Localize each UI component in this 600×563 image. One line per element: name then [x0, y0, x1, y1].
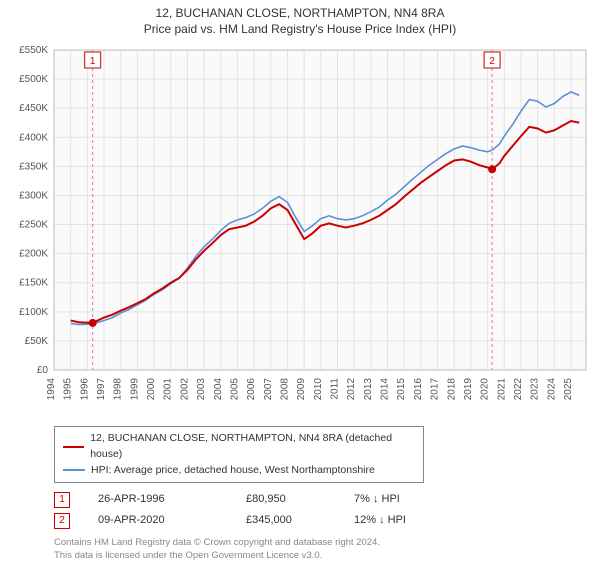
footnote-line: This data is licensed under the Open Gov…	[54, 550, 592, 563]
svg-text:£350K: £350K	[19, 161, 48, 172]
svg-text:£100K: £100K	[19, 307, 48, 318]
legend-row-property: 12, BUCHANAN CLOSE, NORTHAMPTON, NN4 8RA…	[63, 431, 415, 463]
svg-text:£400K: £400K	[19, 132, 48, 143]
sale-delta: 12% ↓ HPI	[354, 510, 464, 531]
svg-text:2011: 2011	[330, 378, 341, 400]
title-sub: Price paid vs. HM Land Registry's House …	[8, 22, 592, 36]
svg-text:2009: 2009	[296, 378, 307, 401]
legend-swatch-property	[63, 446, 84, 448]
svg-text:1997: 1997	[96, 378, 107, 401]
svg-text:2020: 2020	[480, 378, 491, 401]
svg-text:2025: 2025	[563, 378, 574, 401]
legend-label-hpi: HPI: Average price, detached house, West…	[91, 463, 375, 479]
sale-price: £345,000	[246, 510, 326, 531]
svg-text:2007: 2007	[263, 378, 274, 401]
sale-badge: 1	[54, 492, 70, 508]
sale-badge: 2	[54, 513, 70, 529]
svg-text:2010: 2010	[313, 378, 324, 401]
svg-text:2023: 2023	[530, 378, 541, 401]
svg-text:2004: 2004	[213, 378, 224, 401]
svg-text:2000: 2000	[146, 378, 157, 401]
svg-text:2003: 2003	[196, 378, 207, 401]
svg-text:1996: 1996	[79, 378, 90, 401]
sales-row: 2 09-APR-2020 £345,000 12% ↓ HPI	[54, 510, 592, 531]
svg-text:2016: 2016	[413, 378, 424, 401]
svg-text:£300K: £300K	[19, 190, 48, 201]
svg-text:2006: 2006	[246, 378, 257, 401]
svg-text:£500K: £500K	[19, 74, 48, 85]
price-chart: £0 £50K £100K £150K £200K £250K £300K £350K £400…	[8, 40, 592, 420]
svg-text:£450K: £450K	[19, 103, 48, 114]
sale-price: £80,950	[246, 489, 326, 510]
svg-text:£250K: £250K	[19, 220, 48, 231]
svg-text:1995: 1995	[63, 378, 74, 401]
svg-text:2008: 2008	[279, 378, 290, 401]
svg-text:2019: 2019	[463, 378, 474, 401]
sales-row: 1 26-APR-1996 £80,950 7% ↓ HPI	[54, 489, 592, 510]
svg-text:2013: 2013	[363, 378, 374, 401]
svg-text:2014: 2014	[380, 378, 391, 401]
svg-text:1994: 1994	[46, 378, 57, 401]
legend-row-hpi: HPI: Average price, detached house, West…	[63, 463, 415, 479]
svg-text:£550K: £550K	[19, 45, 48, 56]
svg-text:2002: 2002	[179, 378, 190, 401]
legend: 12, BUCHANAN CLOSE, NORTHAMPTON, NN4 8RA…	[54, 426, 424, 483]
svg-text:2024: 2024	[546, 378, 557, 401]
svg-text:2005: 2005	[229, 378, 240, 401]
footnote-line: Contains HM Land Registry data © Crown c…	[54, 537, 592, 550]
footnote: Contains HM Land Registry data © Crown c…	[54, 537, 592, 563]
sale-date: 09-APR-2020	[98, 510, 218, 531]
svg-text:£50K: £50K	[25, 336, 49, 347]
svg-text:2015: 2015	[396, 378, 407, 401]
svg-text:2: 2	[489, 56, 495, 67]
svg-text:2022: 2022	[513, 378, 524, 401]
title-main: 12, BUCHANAN CLOSE, NORTHAMPTON, NN4 8RA	[8, 6, 592, 20]
svg-text:£150K: £150K	[19, 278, 48, 289]
sales-table: 1 26-APR-1996 £80,950 7% ↓ HPI 2 09-APR-…	[54, 489, 592, 531]
svg-text:1998: 1998	[113, 378, 124, 401]
chart-svg: £0 £50K £100K £150K £200K £250K £300K £350K £400…	[8, 40, 592, 420]
legend-label-property: 12, BUCHANAN CLOSE, NORTHAMPTON, NN4 8RA…	[90, 431, 415, 463]
legend-swatch-hpi	[63, 469, 85, 471]
sale-delta: 7% ↓ HPI	[354, 489, 464, 510]
svg-text:£200K: £200K	[19, 249, 48, 260]
svg-text:2021: 2021	[496, 378, 507, 401]
svg-text:2018: 2018	[446, 378, 457, 401]
svg-text:£0: £0	[37, 365, 49, 376]
chart-titles: 12, BUCHANAN CLOSE, NORTHAMPTON, NN4 8RA…	[8, 6, 592, 36]
svg-text:1: 1	[90, 56, 96, 67]
svg-text:2017: 2017	[430, 378, 441, 401]
svg-text:2012: 2012	[346, 378, 357, 401]
sale-date: 26-APR-1996	[98, 489, 218, 510]
svg-text:2001: 2001	[163, 378, 174, 401]
svg-text:1999: 1999	[129, 378, 140, 401]
